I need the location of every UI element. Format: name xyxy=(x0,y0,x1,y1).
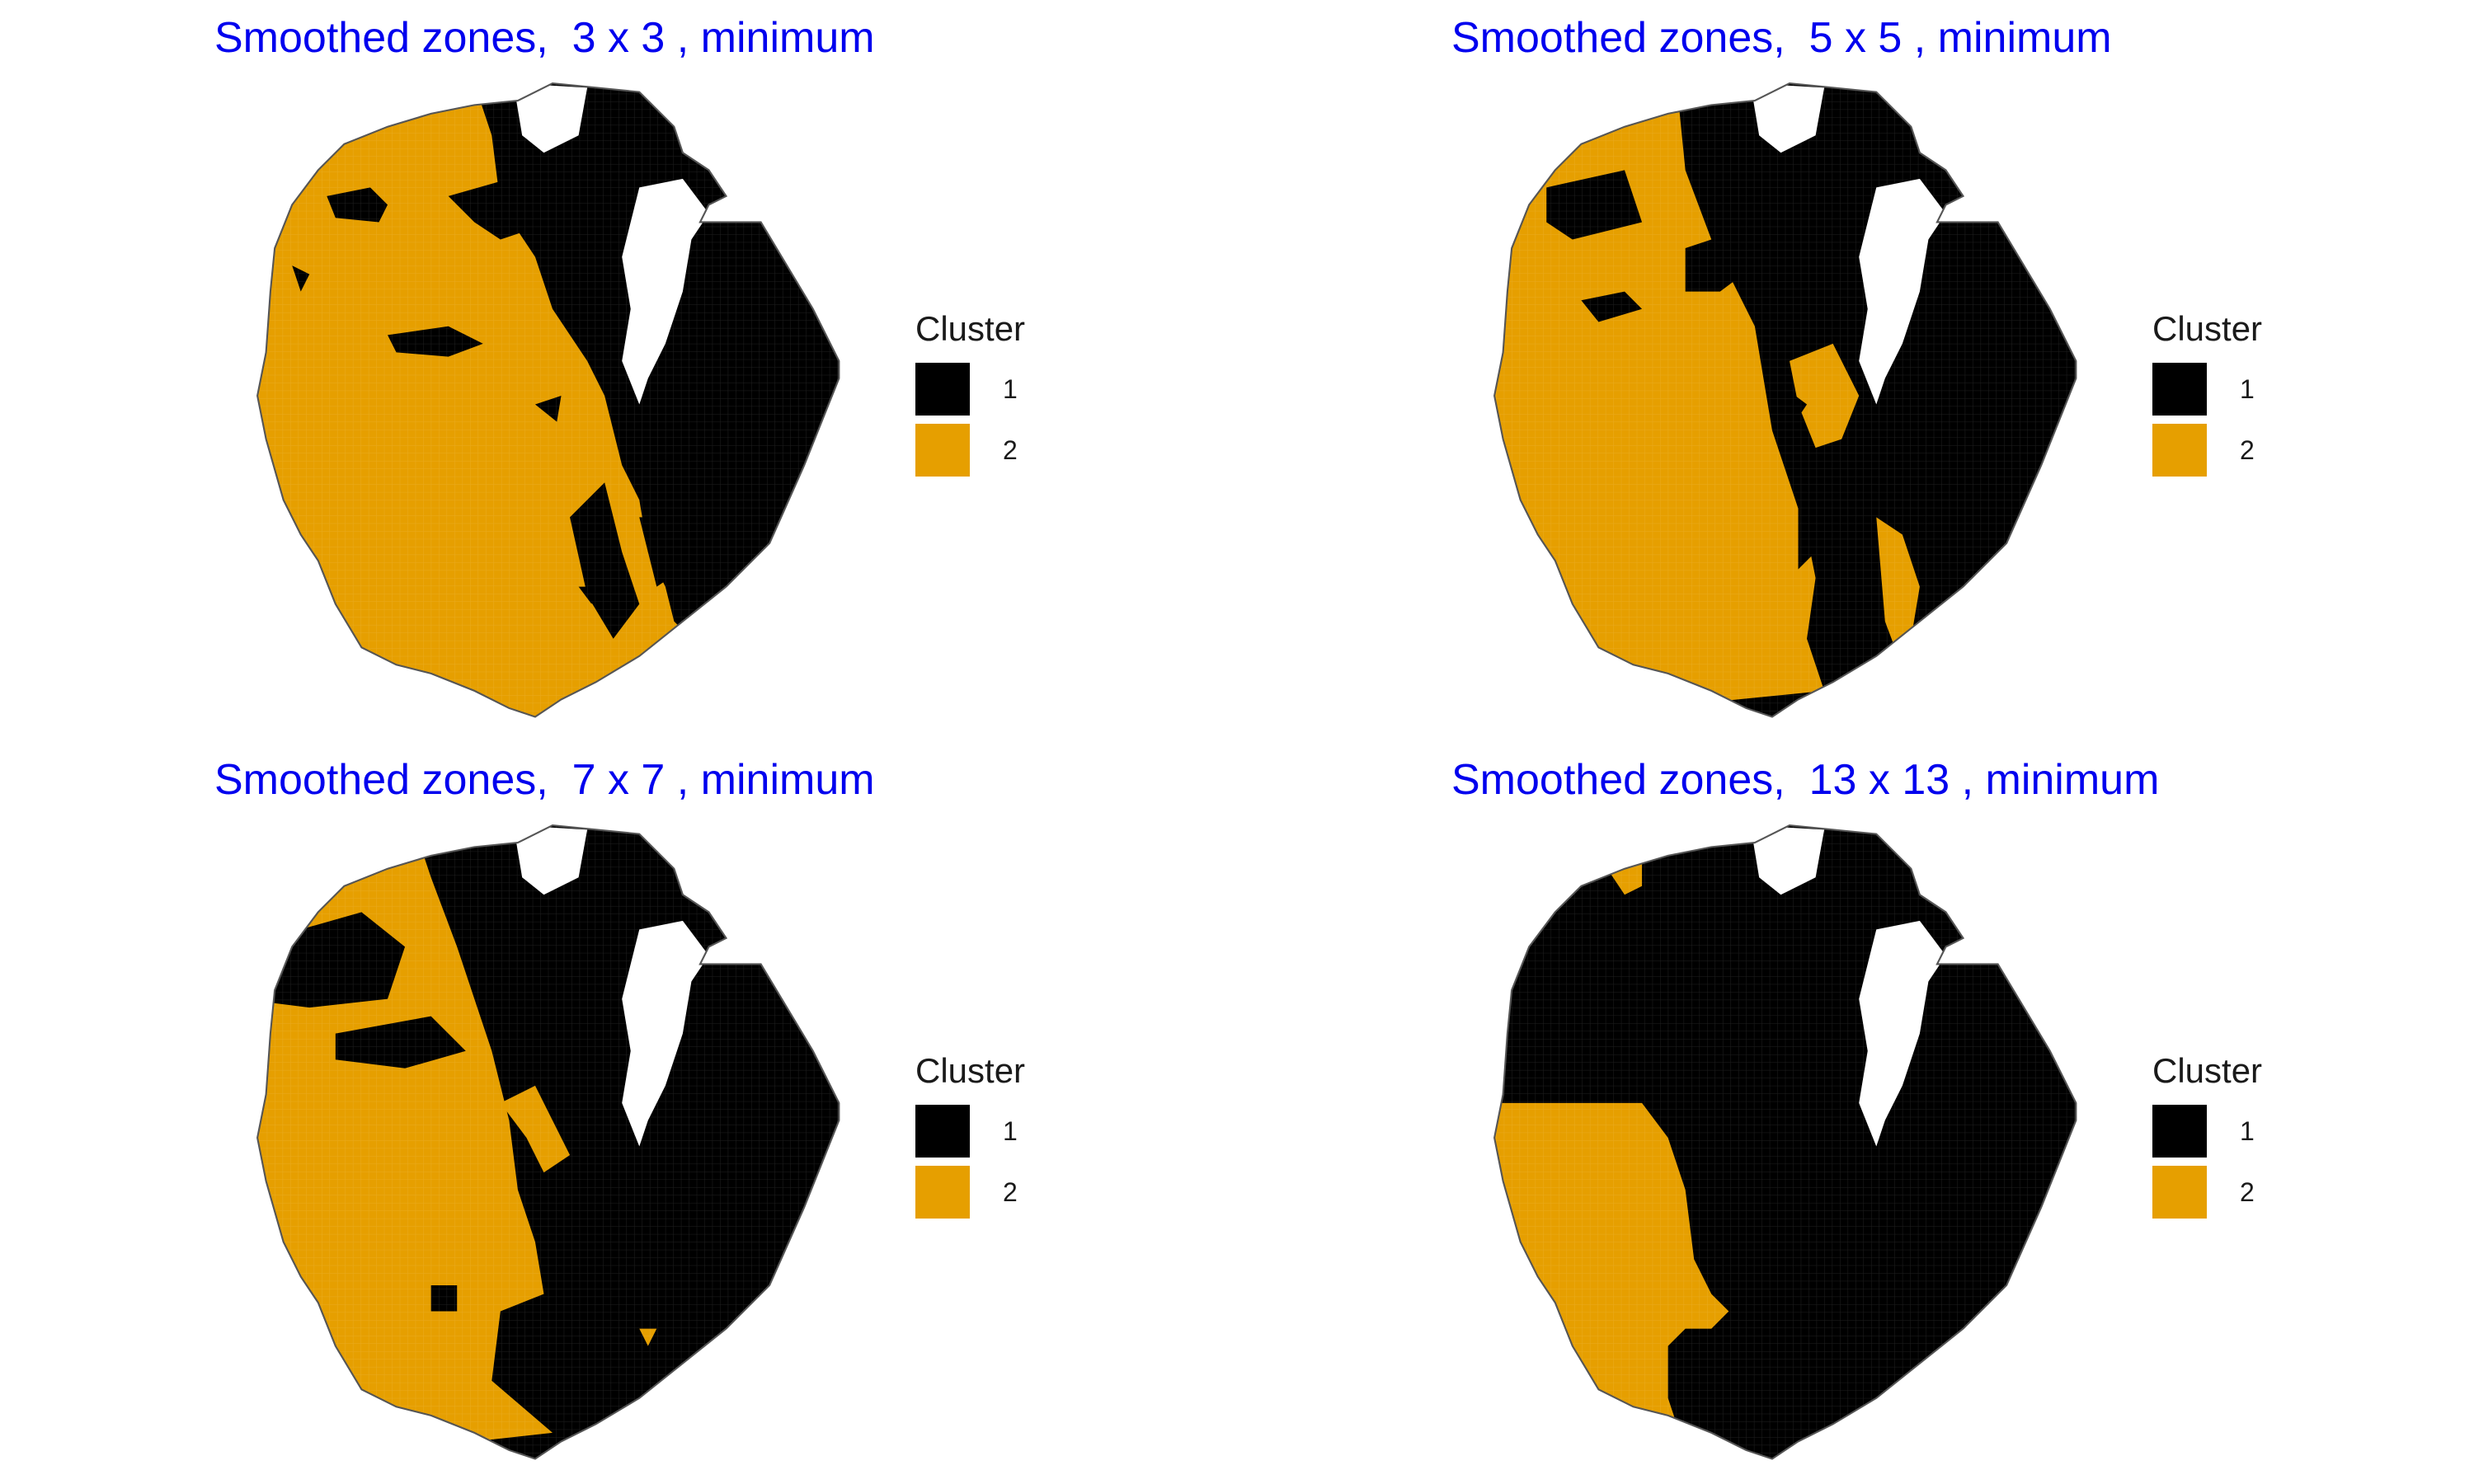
legend-swatch xyxy=(2152,424,2207,477)
legend-item: 1 xyxy=(2152,360,2262,418)
legend-swatch xyxy=(2152,363,2207,416)
legend-label: 2 xyxy=(2240,434,2255,465)
panel-title: Smoothed zones, 13 x 13 , minimum xyxy=(1451,756,2160,804)
field-boundary xyxy=(256,82,840,718)
exclusion-hole xyxy=(622,178,709,405)
legend-title: Cluster xyxy=(2152,309,2263,348)
panel-3x3: Smoothed zones, 3 x 3 , minimum Cluster … xyxy=(0,0,1237,742)
zone-map xyxy=(256,82,840,718)
legend-swatch xyxy=(915,363,970,416)
legend-swatch xyxy=(2152,1105,2207,1158)
legend-item: 2 xyxy=(2152,421,2262,479)
zone-map xyxy=(1493,82,2077,718)
panel-title: Smoothed zones, 5 x 5 , minimum xyxy=(1451,14,2112,62)
legend: Cluster 1 2 xyxy=(915,1051,1025,1224)
legend-label: 2 xyxy=(2240,1176,2255,1207)
legend: Cluster 1 2 xyxy=(2152,1051,2262,1224)
exclusion-hole xyxy=(513,83,588,153)
legend-item: 2 xyxy=(915,421,1025,479)
panel-title: Smoothed zones, 3 x 3 , minimum xyxy=(214,14,875,62)
legend-item: 1 xyxy=(915,1102,1025,1160)
zone-map xyxy=(1493,824,2077,1460)
legend-title: Cluster xyxy=(915,309,1026,348)
panel-13x13: Smoothed zones, 13 x 13 , minimum Cluste… xyxy=(1237,742,2474,1484)
legend-label: 1 xyxy=(1003,373,1018,404)
legend-item: 2 xyxy=(2152,1163,2262,1221)
legend: Cluster 1 2 xyxy=(915,309,1025,482)
legend-item: 1 xyxy=(2152,1102,2262,1160)
legend-label: 2 xyxy=(1003,434,1018,465)
legend-swatch xyxy=(2152,1166,2207,1219)
legend-swatch xyxy=(915,1105,970,1158)
panel-title: Smoothed zones, 7 x 7 , minimum xyxy=(214,756,875,804)
legend-item: 2 xyxy=(915,1163,1025,1221)
legend-label: 1 xyxy=(1003,1115,1018,1146)
zone-map xyxy=(256,824,840,1460)
legend-title: Cluster xyxy=(2152,1051,2263,1090)
legend-swatch xyxy=(915,424,970,477)
legend: Cluster 1 2 xyxy=(2152,309,2262,482)
legend-item: 1 xyxy=(915,360,1025,418)
legend-label: 1 xyxy=(2240,1115,2255,1146)
legend-label: 2 xyxy=(1003,1176,1018,1207)
legend-swatch xyxy=(915,1166,970,1219)
legend-label: 1 xyxy=(2240,373,2255,404)
legend-title: Cluster xyxy=(915,1051,1026,1090)
panel-7x7: Smoothed zones, 7 x 7 , minimum Cluster … xyxy=(0,742,1237,1484)
panel-5x5: Smoothed zones, 5 x 5 , minimum Cluster … xyxy=(1237,0,2474,742)
